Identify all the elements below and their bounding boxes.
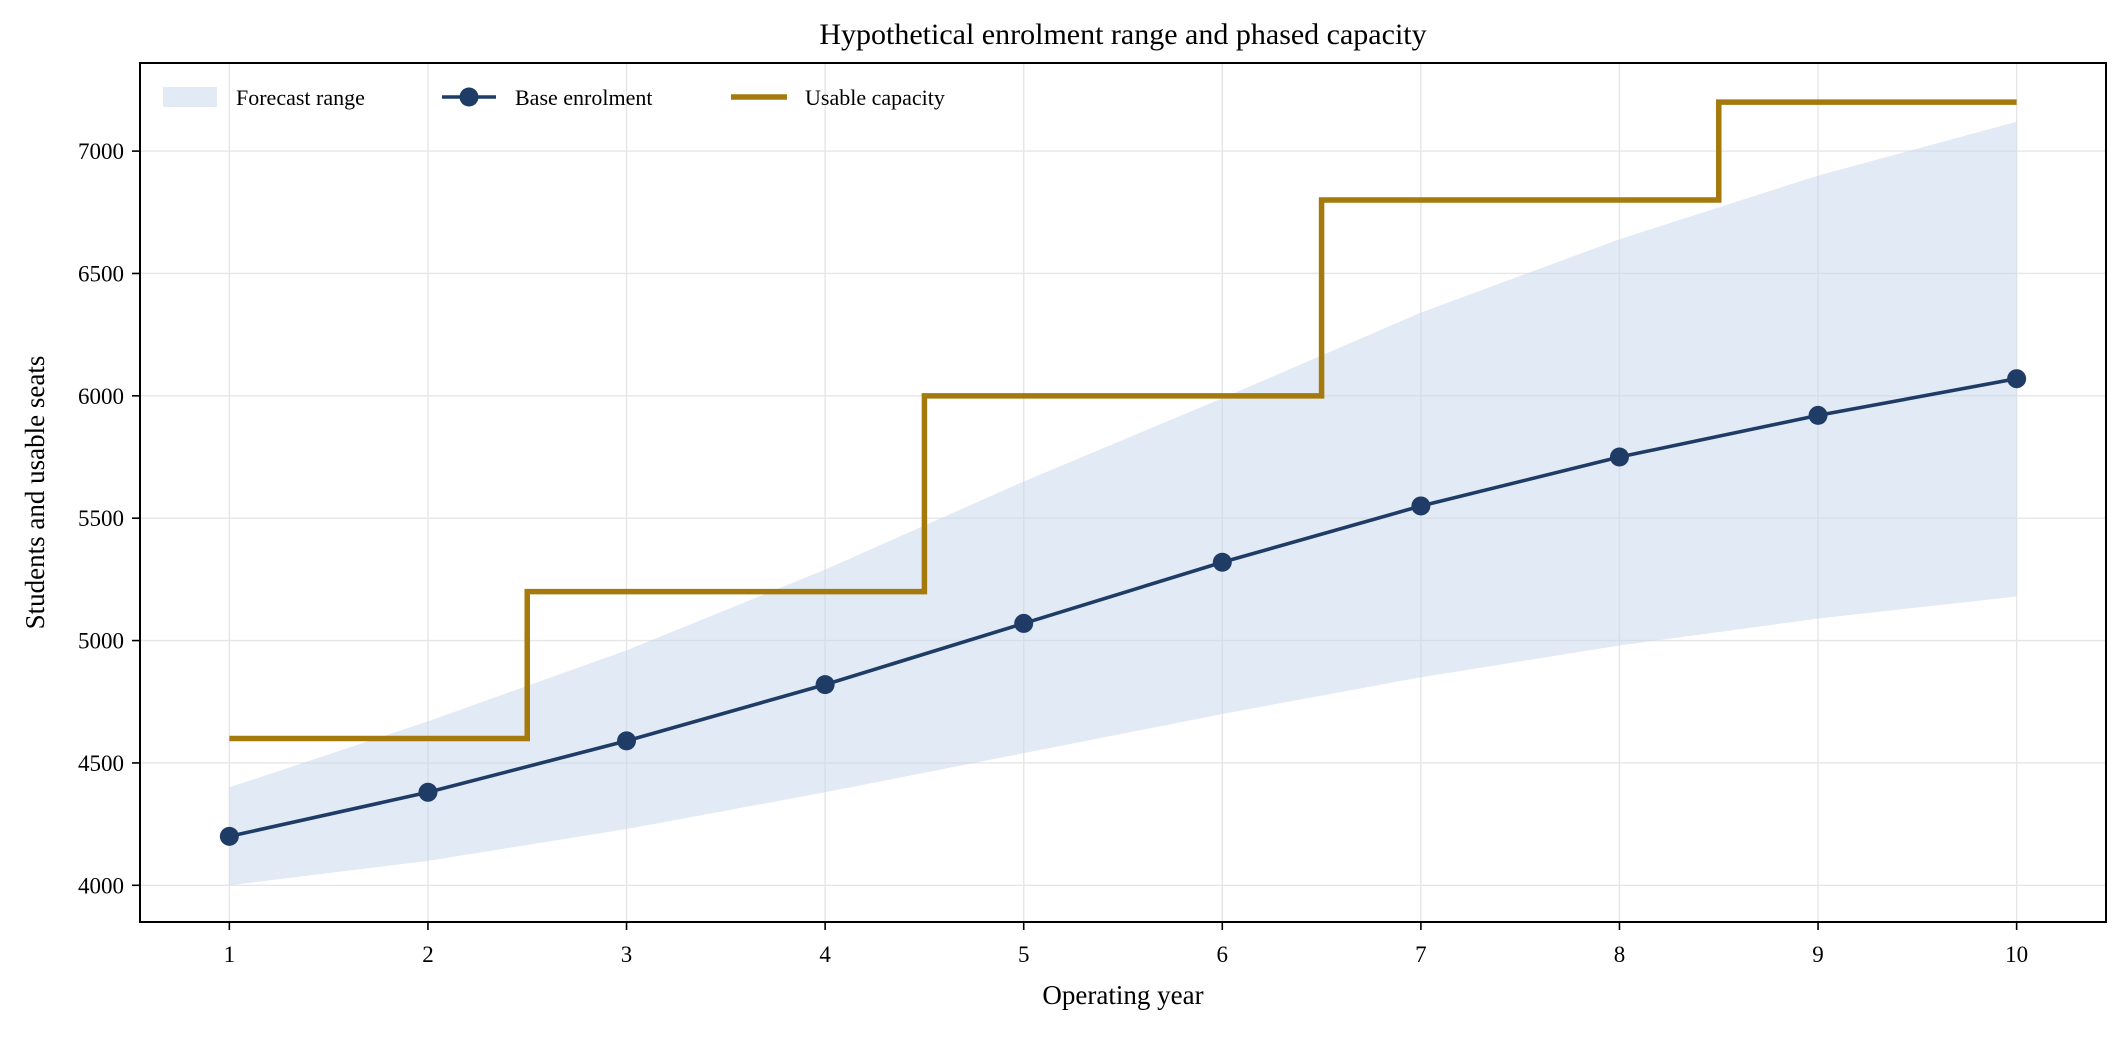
base-enrolment-line: [228, 376, 2017, 839]
x-tick-label: 1: [224, 942, 236, 967]
base-enrolment-point: [815, 675, 835, 695]
x-tick-label: 9: [1812, 942, 1824, 967]
base-enrolment-point: [2007, 369, 2027, 389]
legend-label-usable-capacity: Usable capacity: [805, 85, 945, 110]
base-enrolment-point: [1808, 405, 1828, 425]
x-axis-title: Operating year: [1042, 980, 1203, 1010]
y-tick-label: 6500: [78, 261, 124, 286]
chart-title: Hypothetical enrolment range and phased …: [819, 18, 1426, 51]
base-enrolment-point: [219, 826, 239, 846]
x-tick-label: 4: [819, 942, 831, 967]
y-tick-label: 5000: [78, 629, 124, 654]
base-enrolment-point: [1609, 447, 1629, 467]
legend: Forecast range Base enrolment Usable capac…: [163, 85, 945, 110]
legend-label-base-enrolment: Base enrolment: [515, 85, 652, 110]
plot-frame: [139, 62, 2107, 923]
base-enrolment-point: [617, 731, 637, 751]
usable-capacity-line: [229, 99, 2017, 742]
legend-swatch-forecast-range: [163, 87, 217, 107]
x-tick-label: 3: [621, 942, 633, 967]
x-axis-ticks: 1 2 3 4 5 6 7 8 9 10: [224, 922, 2028, 967]
x-tick-label: 2: [422, 942, 434, 967]
y-axis-ticks: 4000 4500 5000 5500 6000 6500 7000: [78, 139, 140, 898]
y-tick-label: 4000: [78, 873, 124, 898]
x-tick-label: 6: [1217, 942, 1229, 967]
x-tick-label: 8: [1614, 942, 1626, 967]
base-enrolment-point: [1411, 496, 1431, 516]
legend-label-forecast-range: Forecast range: [236, 85, 365, 110]
base-enrolment-point: [1212, 552, 1232, 572]
legend-marker-base-enrolment: [459, 87, 479, 107]
y-tick-label: 7000: [78, 139, 124, 164]
y-tick-label: 4500: [78, 751, 124, 776]
x-tick-label: 5: [1018, 942, 1030, 967]
x-tick-label: 10: [2005, 942, 2028, 967]
y-tick-label: 5500: [78, 506, 124, 531]
y-axis-title: Students and usable seats: [20, 356, 50, 630]
base-enrolment-point: [418, 782, 438, 802]
forecast-range-band: [229, 121, 2017, 886]
y-tick-label: 6000: [78, 384, 124, 409]
x-tick-label: 7: [1415, 942, 1427, 967]
base-enrolment-markers: [219, 369, 2027, 846]
base-enrolment-point: [1014, 613, 1034, 633]
